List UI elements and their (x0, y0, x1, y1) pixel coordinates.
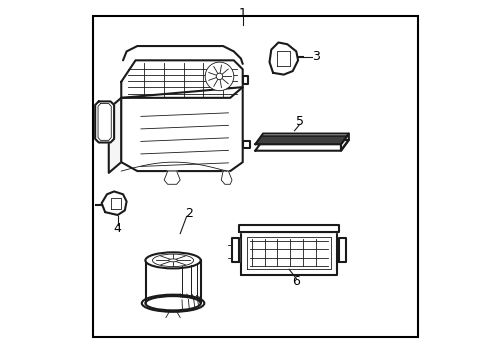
Polygon shape (121, 60, 242, 98)
Polygon shape (242, 141, 249, 148)
Text: 4: 4 (114, 222, 122, 235)
Polygon shape (231, 238, 239, 262)
Polygon shape (339, 238, 346, 262)
Ellipse shape (152, 254, 193, 267)
Polygon shape (269, 42, 298, 75)
Polygon shape (255, 134, 348, 144)
Polygon shape (239, 225, 339, 232)
Polygon shape (255, 140, 348, 151)
Text: 6: 6 (292, 275, 300, 288)
Text: 2: 2 (185, 207, 193, 220)
Polygon shape (241, 232, 337, 275)
Circle shape (205, 62, 233, 91)
Ellipse shape (142, 295, 204, 312)
Circle shape (216, 73, 222, 80)
Ellipse shape (168, 259, 177, 262)
Ellipse shape (145, 252, 201, 269)
Text: 5: 5 (295, 114, 303, 127)
Ellipse shape (145, 296, 201, 310)
Polygon shape (242, 76, 247, 84)
Polygon shape (95, 102, 114, 143)
Polygon shape (221, 171, 231, 184)
Polygon shape (121, 87, 242, 171)
Polygon shape (108, 98, 121, 173)
Text: 1: 1 (238, 8, 246, 21)
Polygon shape (102, 192, 126, 215)
Text: 3: 3 (311, 50, 319, 63)
Polygon shape (164, 171, 180, 184)
Polygon shape (340, 134, 348, 151)
